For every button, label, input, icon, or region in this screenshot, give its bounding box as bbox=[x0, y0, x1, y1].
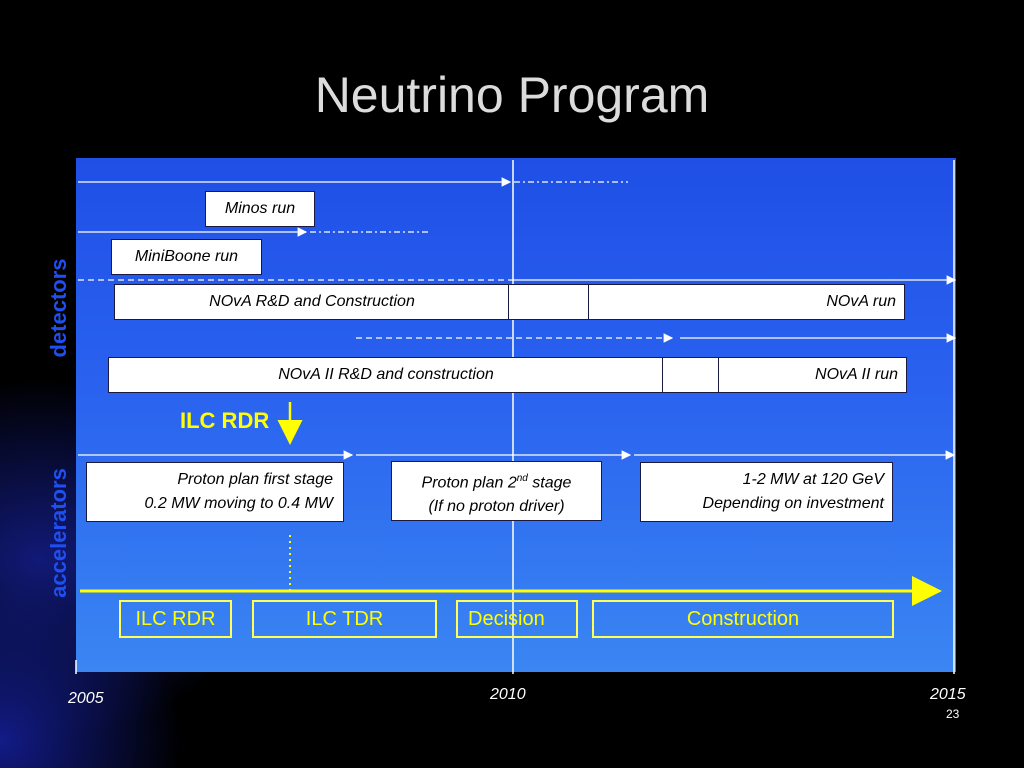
proton2-superscript: nd bbox=[516, 473, 528, 484]
ilc-phase-rdr: ILC RDR bbox=[119, 600, 232, 638]
proton1-line2: 0.2 MW moving to 0.4 MW bbox=[144, 495, 334, 512]
proton2-text-b: stage bbox=[527, 474, 572, 492]
year-2010: 2010 bbox=[490, 686, 526, 703]
ilc-rdr-label: ILC RDR bbox=[180, 408, 270, 433]
mw-investment-box: 1-2 MW at 120 GeV Depending on investmen… bbox=[640, 462, 893, 522]
proton1-line1: Proton plan first stage bbox=[177, 471, 333, 488]
nova-transition-box bbox=[508, 284, 590, 320]
nova-rd-box: NOvA R&D and Construction bbox=[114, 284, 510, 320]
proton-plan-second-stage-box: Proton plan 2nd stage (If no proton driv… bbox=[391, 461, 602, 521]
miniboone-run-box: MiniBoone run bbox=[111, 239, 262, 275]
ilc-phase-construction: Construction bbox=[592, 600, 894, 638]
nova2-run-box: NOvA II run bbox=[718, 357, 907, 393]
proton2-line1: Proton plan 2nd stage bbox=[392, 467, 601, 495]
nova2-rd-box: NOvA II R&D and construction bbox=[108, 357, 664, 393]
proton2-line2: (If no proton driver) bbox=[428, 498, 565, 516]
mw-line2: Depending on investment bbox=[702, 495, 884, 512]
nova-run-box: NOvA run bbox=[588, 284, 905, 320]
year-2015: 2015 bbox=[930, 686, 966, 703]
proton2-text-a: Proton plan 2 bbox=[421, 474, 517, 492]
mw-line1: 1-2 MW at 120 GeV bbox=[742, 471, 884, 488]
page-number: 23 bbox=[946, 707, 960, 721]
accelerators-label: accelerators bbox=[46, 468, 71, 598]
detectors-label: detectors bbox=[46, 258, 71, 358]
proton-plan-first-stage-box: Proton plan first stage 0.2 MW moving to… bbox=[86, 462, 344, 522]
ilc-phase-decision: Decision bbox=[456, 600, 578, 638]
minos-run-box: Minos run bbox=[205, 191, 315, 227]
slide-title: Neutrino Program bbox=[314, 67, 710, 123]
year-2005: 2005 bbox=[68, 690, 104, 707]
nova2-transition-box bbox=[662, 357, 720, 393]
ilc-phase-tdr: ILC TDR bbox=[252, 600, 437, 638]
